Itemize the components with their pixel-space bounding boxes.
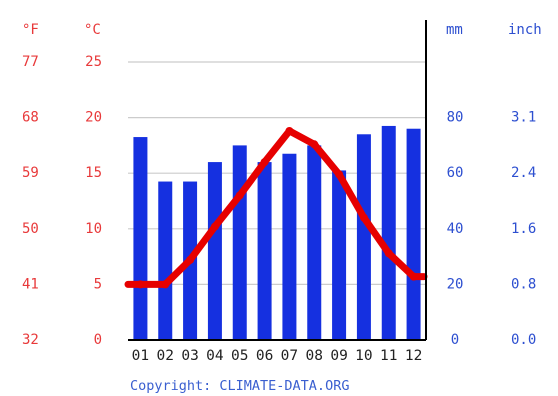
celsius-tick-label: 10: [85, 221, 102, 237]
mm-axis-label: mm: [446, 22, 463, 38]
month-tick-label: 05: [231, 348, 248, 364]
precip-bar: [232, 145, 247, 340]
fahrenheit-tick-label: 41: [22, 276, 39, 292]
axes: °F °C mm inch: [22, 20, 542, 341]
mm-tick-label: 60: [447, 165, 464, 181]
precip-bar: [406, 128, 421, 340]
celsius-tick-label: 25: [85, 54, 102, 70]
temperature-point: [186, 255, 195, 264]
temperature-point: [260, 158, 269, 167]
fahrenheit-tick-label: 59: [22, 165, 39, 181]
fahrenheit-tick-label: 32: [22, 332, 39, 348]
mm-tick-label: 20: [447, 276, 464, 292]
celsius-axis-label: °C: [84, 22, 101, 38]
tick-labels: 0 32 5 41 10 50 15 59 20 68 25 77 0 0.0 20 0.8 40 1.6 60 2.…: [22, 54, 536, 364]
temperature-series-line: [124, 127, 428, 288]
precip-bar: [307, 145, 322, 340]
month-tick-label: 07: [281, 348, 298, 364]
precip-bar: [332, 170, 347, 340]
temperature-point: [235, 191, 244, 200]
fahrenheit-tick-label: 77: [22, 54, 39, 70]
celsius-tick-label: 5: [94, 276, 102, 292]
inch-tick-label: 3.1: [511, 110, 536, 126]
month-tick-label: 06: [256, 348, 273, 364]
temperature-point: [359, 213, 368, 222]
month-tick-label: 03: [181, 348, 198, 364]
precip-bar: [207, 162, 222, 340]
inch-tick-label: 0.0: [511, 332, 536, 348]
temperature-point: [136, 280, 145, 289]
month-tick-label: 09: [330, 348, 347, 364]
temperature-point: [161, 280, 170, 289]
mm-tick-label: 80: [447, 110, 464, 126]
month-tick-label: 12: [405, 348, 422, 364]
month-tick-label: 04: [206, 348, 224, 364]
precip-bar: [133, 137, 148, 340]
inch-tick-label: 1.6: [511, 221, 536, 237]
precip-bar: [381, 125, 396, 340]
fahrenheit-axis-label: °F: [22, 22, 39, 38]
celsius-tick-label: 0: [94, 332, 102, 348]
precip-bar: [257, 162, 272, 340]
inch-tick-label: 0.8: [511, 276, 536, 292]
temperature-line: [124, 126, 428, 289]
precip-bar: [282, 153, 297, 340]
precip-bar: [158, 181, 173, 340]
temperature-point: [384, 249, 393, 258]
grid-lines: [128, 61, 426, 341]
mm-tick-label: 0: [451, 332, 459, 348]
fahrenheit-tick-label: 50: [22, 221, 39, 237]
copyright-text: Copyright: CLIMATE-DATA.ORG: [130, 378, 349, 394]
temperature-point: [285, 126, 294, 135]
celsius-tick-label: 15: [85, 165, 102, 181]
temperature-point: [335, 170, 344, 179]
celsius-tick-label: 20: [85, 110, 102, 126]
fahrenheit-tick-label: 68: [22, 110, 39, 126]
temperature-point: [310, 140, 319, 149]
precip-bar: [356, 134, 371, 340]
month-tick-label: 08: [306, 348, 323, 364]
inch-axis-label: inch: [508, 22, 542, 38]
inch-tick-label: 2.4: [511, 165, 536, 181]
month-tick-label: 11: [380, 348, 397, 364]
temperature-point: [409, 272, 418, 281]
month-tick-label: 10: [355, 348, 372, 364]
month-tick-label: 02: [157, 348, 174, 364]
mm-tick-label: 40: [447, 221, 464, 237]
month-tick-label: 01: [132, 348, 149, 364]
temperature-point: [210, 222, 219, 231]
